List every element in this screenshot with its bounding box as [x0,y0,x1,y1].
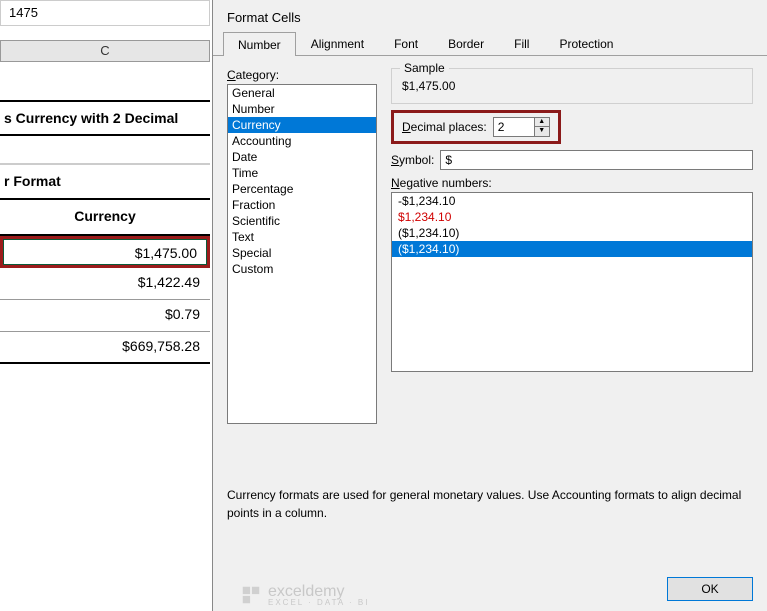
format-description: Currency formats are used for general mo… [213,486,767,522]
symbol-dropdown[interactable]: $ [440,150,753,170]
decimal-places-input[interactable] [494,118,534,136]
negative-numbers-listbox[interactable]: -$1,234.10 $1,234.10 ($1,234.10) ($1,234… [391,192,753,372]
symbol-label: Symbol: [391,153,434,167]
tab-alignment[interactable]: Alignment [296,31,379,55]
spreadsheet-area: s Currency with 2 Decimal r Format Curre… [0,100,210,364]
tab-fill[interactable]: Fill [499,31,544,55]
column-header-cell[interactable]: Currency [0,200,210,236]
category-item-scientific[interactable]: Scientific [228,213,376,229]
decimal-places-label: Decimal places: [402,120,487,134]
category-item-currency[interactable]: Currency [228,117,376,133]
spinner-down-icon[interactable]: ▼ [535,127,549,136]
spinner-up-icon[interactable]: ▲ [535,118,549,127]
column-header-c[interactable]: C [0,40,210,62]
dialog-title: Format Cells [213,0,767,31]
dialog-body: Category: General Number Currency Accoun… [213,56,767,486]
category-column: Category: General Number Currency Accoun… [227,68,377,474]
tab-protection[interactable]: Protection [544,31,628,55]
negative-item[interactable]: $1,234.10 [392,209,752,225]
symbol-row: Symbol: $ [391,150,753,170]
negative-item[interactable]: ($1,234.10) [392,241,752,257]
tab-number[interactable]: Number [223,32,296,56]
category-item-text[interactable]: Text [228,229,376,245]
negative-item[interactable]: -$1,234.10 [392,193,752,209]
data-cell[interactable]: $0.79 [0,300,210,332]
category-item-fraction[interactable]: Fraction [228,197,376,213]
button-row: OK [667,577,753,601]
data-cell[interactable]: $1,422.49 [0,268,210,300]
decimal-places-spinner[interactable]: ▲ ▼ [493,117,550,137]
negative-numbers-label: Negative numbers: [391,176,753,190]
subtitle-cell[interactable]: r Format [0,164,210,200]
negative-item[interactable]: ($1,234.10) [392,225,752,241]
format-cells-dialog: Format Cells Number Alignment Font Borde… [212,0,767,611]
decimal-places-row: Decimal places: ▲ ▼ [391,110,753,144]
category-item-time[interactable]: Time [228,165,376,181]
sample-group: Sample $1,475.00 [391,68,753,104]
category-item-custom[interactable]: Custom [228,261,376,277]
category-listbox[interactable]: General Number Currency Accounting Date … [227,84,377,424]
ok-button[interactable]: OK [667,577,753,601]
decimal-highlight-box: Decimal places: ▲ ▼ [391,110,561,144]
tab-font[interactable]: Font [379,31,433,55]
category-item-accounting[interactable]: Accounting [228,133,376,149]
sample-value: $1,475.00 [402,75,742,93]
sample-label: Sample [400,61,449,75]
options-column: Sample $1,475.00 Decimal places: ▲ ▼ [391,68,753,474]
title-cell[interactable]: s Currency with 2 Decimal [0,100,210,136]
category-item-percentage[interactable]: Percentage [228,181,376,197]
category-label: Category: [227,68,377,82]
category-item-date[interactable]: Date [228,149,376,165]
data-cell[interactable]: $1,475.00 [0,236,210,268]
dialog-tabs: Number Alignment Font Border Fill Protec… [213,31,767,56]
empty-cell[interactable] [0,136,210,164]
category-item-number[interactable]: Number [228,101,376,117]
formula-bar[interactable]: 1475 [0,0,210,26]
tab-border[interactable]: Border [433,31,499,55]
category-item-special[interactable]: Special [228,245,376,261]
category-item-general[interactable]: General [228,85,376,101]
data-cell[interactable]: $669,758.28 [0,332,210,364]
